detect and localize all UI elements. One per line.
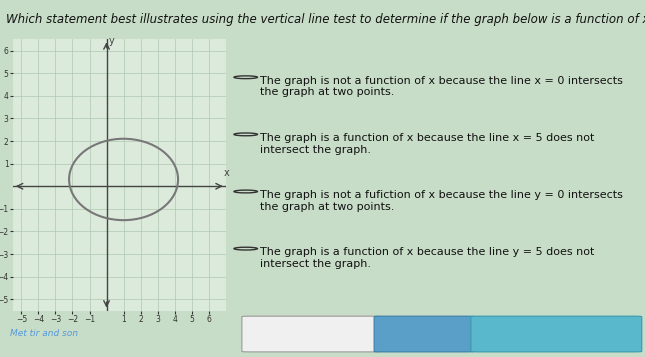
Text: y: y [109,36,115,46]
Text: The graph is not a function of x because the line x = 0 intersects the graph at : The graph is not a function of x because… [261,76,623,97]
FancyBboxPatch shape [374,316,474,352]
Text: The graph is a function of x because the line x = 5 does not intersect the graph: The graph is a function of x because the… [261,133,595,155]
FancyBboxPatch shape [471,316,642,352]
Text: Next: Next [411,326,438,337]
Text: Which statement best illustrates using the vertical line test to determine if th: Which statement best illustrates using t… [6,13,645,26]
Text: The graph is not a fufiction of x because the line y = 0 intersects the graph at: The graph is not a fufiction of x becaus… [261,190,623,212]
Text: The graph is a function of x because the line y = 5 does not intersect the graph: The graph is a function of x because the… [261,247,595,269]
Text: Submit: Submit [536,326,577,337]
Text: Save and Exit: Save and Exit [272,326,352,337]
Text: x: x [224,168,230,178]
Text: Met tir and son: Met tir and son [10,329,78,338]
FancyBboxPatch shape [242,316,381,352]
